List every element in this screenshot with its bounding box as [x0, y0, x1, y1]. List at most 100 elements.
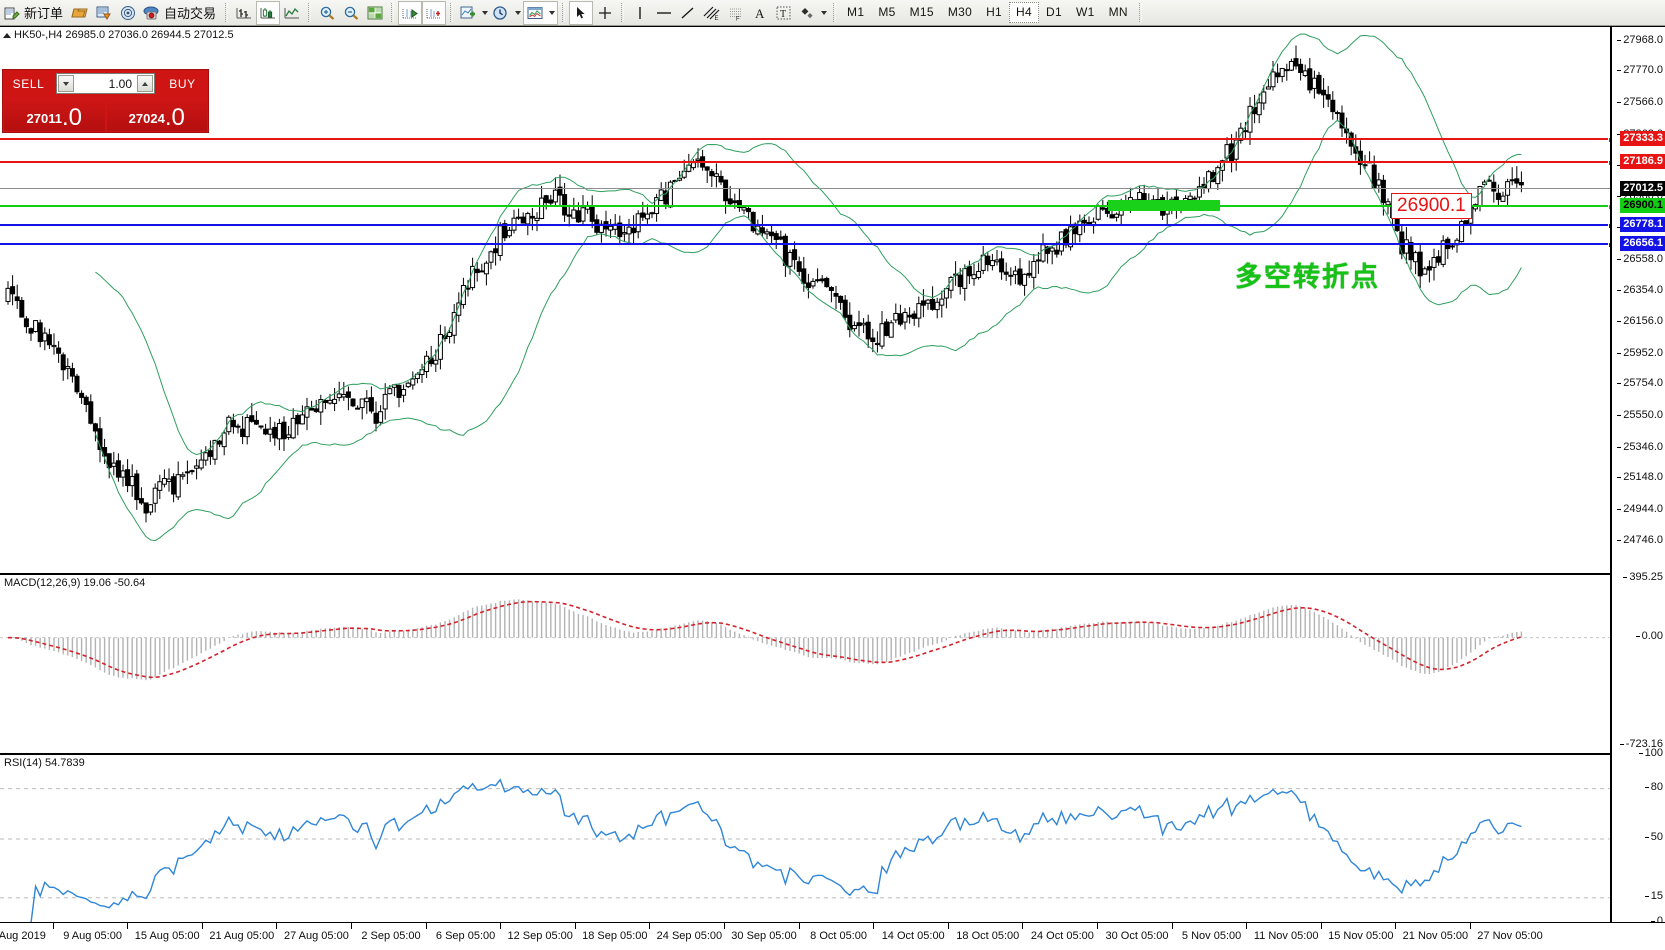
price-label-support[interactable]: 26778.1 [1620, 217, 1665, 233]
volume-stepper[interactable]: 1.00 [56, 73, 155, 94]
one-click-trade-panel[interactable]: SELL 1.00 BUY 27011.0 27024.0 [2, 69, 209, 133]
folder-button[interactable] [68, 1, 92, 25]
buy-price-decimal: .0 [164, 104, 185, 131]
new-order-button[interactable]: 新订单 [2, 1, 68, 25]
macd-signal-line [7, 600, 1522, 679]
toolbar-separator-8 [1138, 3, 1142, 22]
autotrade-button[interactable]: 自动交易 [140, 1, 221, 25]
time-tick-label: 15 Nov 05:00 [1328, 930, 1394, 942]
horizontal-line-button[interactable] [652, 1, 676, 25]
timeframe-m5[interactable]: M5 [878, 5, 896, 19]
time-tick-label: 8 Oct 05:00 [810, 930, 868, 942]
zoom-in-icon [320, 6, 335, 20]
time-tick-label: 30 Sep 05:00 [731, 930, 797, 942]
folder-icon [71, 8, 88, 17]
sell-price-integer: 27011 [26, 111, 62, 126]
line-chart-button[interactable] [280, 1, 304, 25]
spin-up-icon [142, 81, 148, 86]
volume-input[interactable]: 1.00 [108, 76, 132, 91]
text-button[interactable]: A [748, 1, 772, 25]
vline-icon [639, 6, 641, 19]
vertical-line-button[interactable] [628, 1, 652, 25]
price-label-last-price[interactable]: 27012.5 [1620, 181, 1665, 196]
toolbar-separator-6 [621, 3, 625, 22]
zoom-in-button[interactable] [315, 1, 339, 25]
chart-area[interactable]: HK50-,H4 26985.0 27036.0 26944.5 27012.5… [0, 26, 1665, 950]
timeframe-w1[interactable]: W1 [1075, 5, 1095, 19]
price-label-resistance[interactable]: 27186.9 [1620, 153, 1665, 169]
chevron-down-icon[interactable] [482, 10, 489, 15]
templates-button[interactable] [523, 0, 559, 25]
price-label-resistance[interactable]: 27333.3 [1620, 131, 1665, 147]
zoom-out-button[interactable] [339, 1, 363, 25]
chevron-down-icon[interactable] [515, 10, 522, 15]
macd-pane[interactable]: MACD(12,26,9) 19.06 -50.64 [0, 573, 1610, 751]
timeframe-m1[interactable]: M1 [847, 5, 865, 19]
timeframe-group: M1 M5 M15 M30 H1 H4 D1 W1 MN [840, 2, 1135, 23]
price-pane[interactable]: HK50-,H4 26985.0 27036.0 26944.5 27012.5 [0, 27, 1610, 550]
time-tick-label: 27 Nov 05:00 [1477, 930, 1543, 942]
rsi-line [8, 778, 1522, 924]
price-tick: 25346.0 [1617, 440, 1663, 453]
pointer-icon [577, 6, 585, 18]
volume-increase-button[interactable] [137, 75, 153, 92]
grid-button[interactable] [363, 1, 387, 25]
price-label-pivot[interactable]: 26900.1 [1620, 198, 1665, 214]
open-profile-button[interactable] [92, 1, 116, 25]
text-label-icon: T [776, 6, 791, 20]
time-tick-mark [201, 923, 203, 929]
timeframe-m15[interactable]: M15 [909, 5, 934, 19]
timeframe-mn[interactable]: MN [1108, 5, 1128, 19]
timeframe-m30[interactable]: M30 [947, 5, 973, 19]
time-tick-label: 21 Aug 05:00 [209, 930, 275, 942]
svg-text:A: A [755, 6, 765, 21]
sell-button[interactable]: SELL [3, 70, 54, 97]
price-label-support[interactable]: 26656.1 [1620, 236, 1665, 252]
open-profile-icon [96, 6, 111, 20]
time-tick-label: 21 Nov 05:00 [1402, 930, 1469, 942]
chart-shift-button[interactable] [422, 0, 447, 25]
new-order-icon [4, 7, 20, 19]
cursor-button[interactable] [569, 0, 594, 25]
chevron-down-icon[interactable] [549, 10, 556, 15]
trendline-button[interactable] [676, 1, 700, 25]
sell-price[interactable]: 27011.0 [4, 97, 105, 131]
buy-price[interactable]: 27024.0 [106, 97, 207, 131]
time-tick-mark [52, 923, 54, 929]
time-tick-mark [1246, 923, 1248, 929]
auto-scroll-button[interactable] [398, 0, 423, 25]
autotrade-icon [143, 6, 159, 19]
timeframe-h1[interactable]: H1 [986, 5, 1003, 19]
timeframe-h4[interactable]: H4 [1009, 2, 1039, 23]
bar-chart-button[interactable] [232, 1, 256, 25]
volume-decrease-button[interactable] [58, 75, 74, 92]
scroll-end-icon [402, 7, 418, 18]
svg-text:F: F [736, 16, 740, 21]
signals-icon [121, 5, 136, 20]
rsi-pane[interactable]: RSI(14) 54.7839 [0, 753, 1610, 924]
collapse-triangle-icon[interactable] [3, 33, 11, 38]
chevron-down-icon[interactable] [821, 10, 828, 15]
crosshair-button[interactable] [593, 1, 617, 25]
buy-button[interactable]: BUY [157, 70, 208, 97]
time-tick-label: 12 Sep 05:00 [507, 930, 573, 942]
fibonacci-button[interactable]: F [724, 1, 748, 25]
rsi-tick: 80 [1644, 780, 1663, 793]
periods-button[interactable] [490, 1, 523, 25]
price-axis[interactable]: 27968.027770.027566.027362.027164.026960… [1610, 27, 1665, 927]
signals-button[interactable] [116, 1, 140, 25]
time-tick-mark [798, 923, 800, 929]
toolbar-separator-2 [308, 3, 312, 22]
rsi-tick: 50 [1644, 831, 1663, 843]
timeframe-d1[interactable]: D1 [1046, 5, 1062, 19]
svg-text:T: T [780, 9, 786, 20]
templates-icon [527, 6, 543, 19]
equidistant-channel-button[interactable]: E [700, 1, 724, 25]
shapes-button[interactable] [796, 1, 829, 25]
price-tick: 26156.0 [1617, 314, 1663, 327]
time-tick-label: 27 Aug 05:00 [283, 930, 349, 942]
macd-tick: 395.25 [1623, 570, 1663, 583]
text-label-button[interactable]: T [772, 1, 796, 25]
indicators-button[interactable] [457, 1, 490, 25]
candlestick-chart-button[interactable] [256, 0, 281, 25]
